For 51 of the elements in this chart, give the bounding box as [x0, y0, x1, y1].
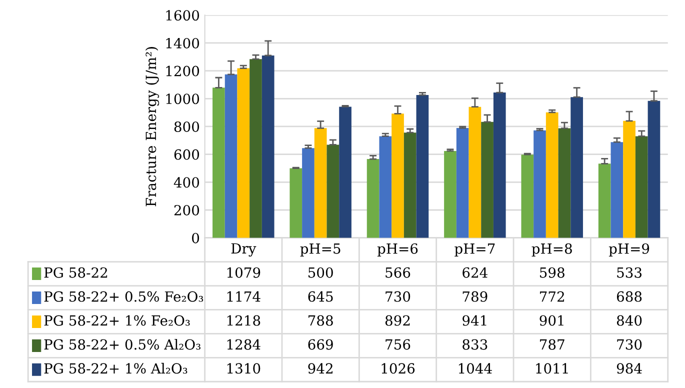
data-label: 730 — [617, 339, 642, 350]
data-label: 1026 — [382, 363, 415, 374]
data-label: 688 — [616, 291, 642, 302]
x-tick-label: pH=9 — [608, 243, 650, 257]
y-tick-label: 600 — [174, 149, 200, 160]
data-label: 833 — [462, 339, 488, 350]
x-tick-label: pH=7 — [454, 244, 495, 257]
data-label: 566 — [386, 267, 410, 278]
data-label: 1174 — [227, 291, 260, 302]
data-label: 892 — [385, 315, 410, 326]
data-label: 984 — [616, 363, 642, 374]
data-label: 730 — [386, 291, 410, 302]
data-label: 645 — [308, 291, 333, 302]
y-tick-label: 800 — [174, 121, 200, 132]
data-label: 756 — [386, 339, 410, 350]
data-label: 789 — [462, 291, 488, 302]
data-label: 840 — [616, 315, 642, 326]
y-tick-label: 0 — [192, 232, 200, 244]
data-label: 1284 — [227, 339, 260, 350]
legend-label: PG 58-22 — [44, 267, 108, 278]
x-tick-label: pH=5 — [300, 244, 340, 257]
data-label: 788 — [308, 315, 333, 326]
y-tick-label: 1000 — [166, 94, 200, 104]
y-axis-title: Fracture Energy (J/m²) — [145, 47, 160, 206]
x-tick-label: Dry — [231, 243, 256, 257]
data-label: 669 — [308, 339, 333, 350]
data-label: 624 — [462, 267, 488, 278]
y-tick-label: 400 — [174, 177, 200, 188]
x-tick-label: pH=6 — [377, 243, 418, 257]
data-label: 598 — [540, 267, 564, 278]
data-label: 1044 — [458, 363, 492, 374]
y-tick-label: 200 — [174, 204, 200, 216]
data-label: 500 — [308, 267, 333, 278]
y-tick-label: 1600 — [166, 10, 200, 21]
y-tick-label: 1200 — [166, 66, 200, 76]
data-label: 787 — [540, 339, 564, 350]
y-tick-label: 1400 — [166, 38, 200, 48]
legend-label: PG 58-22+ 0.5% Fe₂O₃ — [44, 291, 204, 302]
data-label: 1079 — [227, 267, 260, 278]
legend-label: PG 58-22+ 1% Al₂O₃ — [44, 362, 188, 374]
data-label: 1011 — [536, 363, 568, 374]
legend-label: PG 58-22+ 1% Fe₂O₃ — [44, 315, 190, 326]
data-label: 772 — [540, 291, 564, 302]
data-label: 533 — [617, 267, 642, 278]
legend-label: PG 58-22+ 0.5% Al₂O₃ — [44, 338, 200, 350]
data-label: 1218 — [227, 315, 260, 326]
data-label: 942 — [308, 363, 332, 374]
data-label: 901 — [540, 315, 564, 326]
x-tick-label: pH=8 — [532, 243, 572, 257]
data-label: 1310 — [227, 363, 260, 374]
data-label: 941 — [462, 315, 486, 326]
